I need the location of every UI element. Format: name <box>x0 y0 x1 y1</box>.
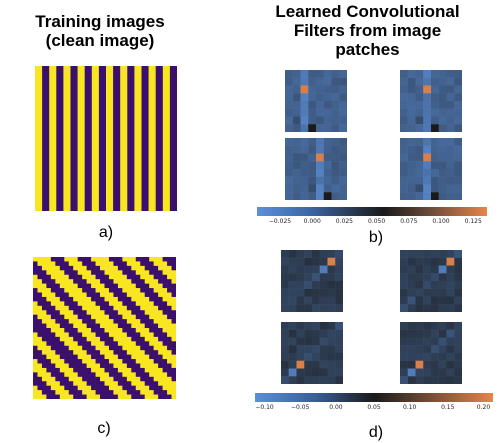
label-a: a) <box>86 224 126 242</box>
diagonal-stripes-image <box>33 257 176 399</box>
colorbar-tick-label: −0.05 <box>291 404 309 411</box>
colorbar-tick-label: 0.025 <box>336 218 353 225</box>
colorbar-d <box>255 393 493 402</box>
colorbar-tick-label: 0.10 <box>403 404 416 411</box>
filter-b-bottom-left <box>285 138 347 200</box>
filter-d-bottom-left <box>281 322 343 384</box>
learned-filters-title-line1: Learned Convolutional <box>255 2 480 21</box>
colorbar-b-ticks: −0.025 0.000 0.025 0.050 0.075 0.100 0.125 <box>257 218 487 228</box>
label-c: c) <box>84 420 124 438</box>
colorbar-tick-label: 0.15 <box>441 404 454 411</box>
training-images-title: Training images (clean image) <box>20 12 180 50</box>
colorbar-tick-label: −0.10 <box>255 404 273 411</box>
colorbar-b <box>257 207 487 216</box>
training-images-title-line2: (clean image) <box>20 31 180 50</box>
colorbar-tick-label: 0.00 <box>329 404 342 411</box>
colorbar-tick-label: −0.025 <box>269 218 291 225</box>
colorbar-d-ticks: −0.10 −0.05 0.00 0.05 0.10 0.15 0.20 <box>255 404 493 414</box>
vertical-stripes-image <box>35 66 177 211</box>
label-d: d) <box>356 424 396 442</box>
colorbar-tick-label: 0.05 <box>367 404 380 411</box>
colorbar-tick-label: 0.000 <box>304 218 321 225</box>
filter-d-top-left <box>281 250 343 312</box>
filter-b-top-right <box>400 70 462 132</box>
colorbar-tick-label: 0.20 <box>477 404 490 411</box>
training-images-title-line1: Training images <box>20 12 180 31</box>
learned-filters-title-line3: patches <box>255 40 480 59</box>
filter-b-top-left <box>285 70 347 132</box>
learned-filters-title-line2: Filters from image <box>255 21 480 40</box>
colorbar-tick-label: 0.075 <box>400 218 417 225</box>
label-b: b) <box>356 229 396 247</box>
filter-d-top-right <box>400 250 462 312</box>
learned-filters-title: Learned Convolutional Filters from image… <box>255 2 480 59</box>
filter-d-bottom-right <box>400 322 462 384</box>
colorbar-tick-label: 0.050 <box>368 218 385 225</box>
colorbar-tick-label: 0.100 <box>432 218 449 225</box>
filter-b-bottom-right <box>400 138 462 200</box>
colorbar-tick-label: 0.125 <box>465 218 482 225</box>
